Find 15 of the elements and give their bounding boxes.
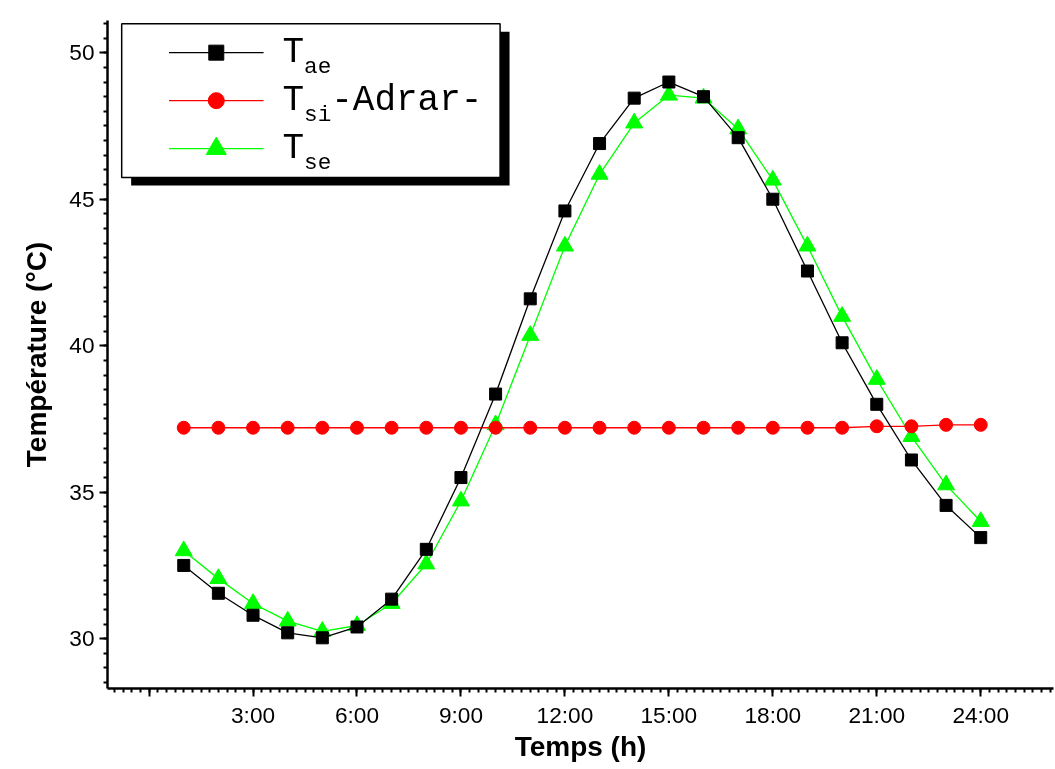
y-tick-label: 50 <box>69 39 95 66</box>
x-tick-label: 21:00 <box>848 701 906 728</box>
y-tick-label: 45 <box>69 185 95 212</box>
y-axis-title: Température (°C) <box>21 241 53 468</box>
x-tick-label: 18:00 <box>744 701 802 728</box>
x-tick-label: 6:00 <box>334 701 380 728</box>
x-tick-label: 24:00 <box>952 701 1010 728</box>
y-tick-label: 40 <box>69 332 95 359</box>
x-tick-label: 15:00 <box>640 701 698 728</box>
x-axis-title: Temps (h) <box>514 730 647 762</box>
y-tick-label: 30 <box>69 625 95 652</box>
y-tick-label: 35 <box>69 478 95 505</box>
x-tick-label: 12:00 <box>536 701 594 728</box>
x-tick-label: 9:00 <box>438 701 484 728</box>
x-tick-label: 3:00 <box>230 701 276 728</box>
